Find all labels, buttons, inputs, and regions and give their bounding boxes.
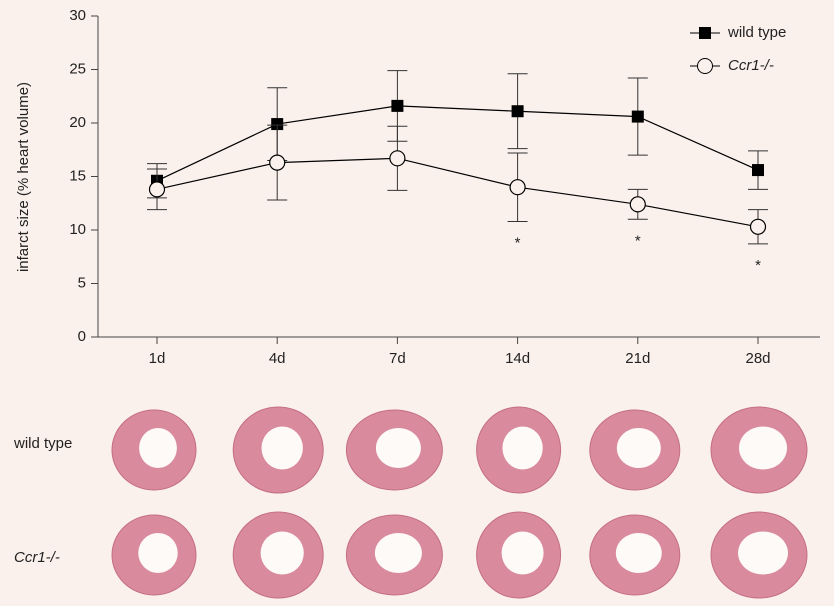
x-tick-label: 14d — [505, 350, 530, 367]
legend-label: Ccr1-/- — [728, 57, 774, 74]
x-tick-label: 4d — [269, 350, 286, 367]
heart-lumen — [261, 532, 304, 575]
y-tick-label: 15 — [69, 167, 86, 184]
heart-lumen — [616, 533, 662, 573]
heart-lumen — [739, 427, 787, 470]
marker — [512, 105, 524, 117]
marker — [270, 155, 285, 170]
heart-lumen — [375, 533, 422, 573]
heart-lumen — [139, 428, 177, 468]
annotation: * — [755, 257, 761, 274]
marker — [751, 219, 766, 234]
y-tick-label: 5 — [78, 274, 86, 291]
y-tick-label: 30 — [69, 7, 86, 24]
marker — [150, 182, 165, 197]
heart-lumen — [262, 427, 303, 470]
row-label: wild type — [13, 435, 72, 452]
row-label: Ccr1-/- — [14, 549, 60, 566]
y-tick-label: 0 — [78, 328, 86, 345]
annotation: * — [515, 234, 521, 251]
y-axis-label: infarct size (% heart volume) — [15, 82, 32, 272]
heart-lumen — [502, 427, 542, 470]
heart-lumen — [738, 532, 788, 575]
y-tick-label: 10 — [69, 221, 86, 238]
annotation: * — [635, 232, 641, 249]
x-tick-label: 1d — [149, 350, 166, 367]
figure: infarct size (% heart volume) wild type … — [0, 0, 834, 606]
marker — [510, 180, 525, 195]
heart-lumen — [138, 533, 177, 573]
background — [0, 0, 834, 606]
marker — [630, 197, 645, 212]
legend-marker — [699, 27, 711, 39]
y-tick-label: 20 — [69, 114, 86, 131]
x-tick-label: 21d — [625, 350, 650, 367]
x-tick-label: 7d — [389, 350, 406, 367]
legend-marker — [698, 59, 713, 74]
heart-lumen — [502, 532, 544, 575]
heart-lumen — [376, 428, 421, 468]
marker — [752, 164, 764, 176]
marker — [390, 151, 405, 166]
marker — [391, 100, 403, 112]
y-tick-label: 25 — [69, 60, 86, 77]
legend-label: wild type — [727, 24, 786, 41]
x-tick-label: 28d — [745, 350, 770, 367]
marker — [632, 111, 644, 123]
heart-lumen — [617, 428, 661, 468]
